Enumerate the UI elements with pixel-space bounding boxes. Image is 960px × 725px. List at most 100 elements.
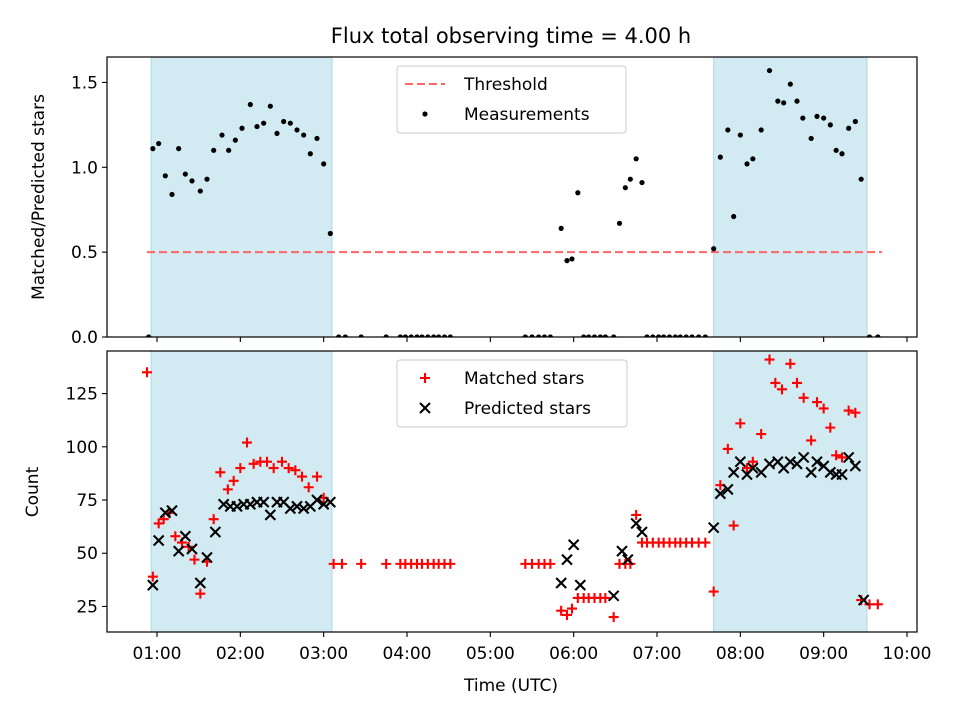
data-layer [146, 67, 882, 337]
measurements-point [766, 67, 773, 74]
measurements-point [219, 132, 225, 138]
predicted-stars-point [152, 534, 165, 547]
matched-stars-point [625, 558, 636, 569]
bottom-y-axis-label: Count [23, 466, 43, 517]
matched-stars-point [277, 456, 287, 467]
y-tick-label: 50 [76, 544, 98, 564]
measurements-point [541, 334, 548, 337]
measurements-point [672, 334, 678, 337]
measurements-point [639, 179, 645, 186]
measurements-point [342, 334, 348, 337]
measurements-point [197, 188, 203, 194]
measurements-point [281, 118, 287, 125]
measurements-point [441, 334, 448, 337]
measurements-point [858, 176, 864, 182]
measurements-point [827, 122, 833, 128]
matched-stars-point [777, 384, 787, 395]
x-tick-label: 10:00 [883, 644, 932, 664]
measurements-point [321, 161, 327, 167]
predicted-stars-point [567, 538, 580, 551]
matched-stars-point [208, 514, 219, 525]
measurements-point [611, 334, 617, 337]
observing-window-shade [713, 57, 867, 337]
predicted-stars-point [763, 458, 776, 470]
measurements-point [189, 178, 195, 184]
measurements-point [627, 176, 633, 182]
measurements-point [150, 146, 156, 152]
matched-stars-point [735, 418, 746, 429]
measurements-point [616, 220, 623, 226]
predicted-stars-point [209, 526, 222, 538]
y-tick-label: 1.0 [71, 158, 98, 178]
matched-stars-point [600, 592, 611, 603]
measurements-point [294, 127, 300, 133]
predicted-stars-point [714, 487, 727, 500]
matched-stars-point [818, 403, 829, 414]
x-tick-label: 07:00 [633, 644, 682, 664]
legend-matched-stars-swatch [420, 373, 430, 383]
legend: Matched stars Predicted stars [396, 359, 628, 428]
predicted-stars-point [179, 530, 192, 542]
matched-stars-point [195, 588, 206, 599]
chart-title: Flux total observing time = 4.00 h [331, 24, 691, 48]
matched-stars-point [837, 452, 847, 463]
matched-stars-point [756, 429, 767, 440]
measurements-point [602, 334, 608, 337]
measurements-point [254, 123, 260, 130]
matched-stars-point [792, 377, 802, 388]
observing-window-shade [713, 351, 867, 632]
measurements-point [731, 213, 737, 220]
predicted-stars-point [317, 498, 330, 511]
measurements-point [787, 81, 793, 87]
matched-stars-point [728, 520, 739, 531]
observing-window-shade [151, 57, 332, 337]
measurements-point [581, 334, 587, 337]
matched-stars-point [356, 558, 367, 569]
y-tick-label: 0.5 [71, 243, 98, 263]
x-tick-label: 06:00 [549, 644, 598, 664]
matched-stars-point [170, 531, 181, 542]
matched-stars-point [631, 509, 642, 520]
matched-stars-point [189, 554, 200, 565]
predicted-stars-point [555, 577, 567, 589]
y-tick-label: 1.5 [71, 73, 98, 93]
count-panel: 25 50 75 100 125 01:00 02:00 03:00 04:00 05:00 06:… [66, 350, 932, 664]
matched-stars-point [764, 354, 775, 365]
x-axis-label: Time (UTC) [463, 676, 558, 696]
measurements-point [744, 161, 750, 167]
x-tick-label: 08:00 [716, 644, 765, 664]
y-tick-label: 75 [76, 491, 98, 511]
measurements-point [717, 154, 723, 160]
measurements-point [267, 103, 273, 109]
predicted-stars-point [244, 498, 257, 511]
measurements-point [146, 334, 152, 337]
data-layer [142, 354, 883, 623]
predicted-stars-point [727, 466, 740, 479]
legend-box [396, 359, 628, 428]
matched-stars-point [812, 397, 822, 408]
measurements-point [247, 101, 253, 108]
measurements-point [866, 334, 873, 337]
measurements-point [677, 334, 683, 337]
matched-stars-point [785, 358, 796, 369]
predicted-stars-point [217, 498, 230, 511]
measurements-point [547, 334, 553, 337]
y-tick-label: 100 [66, 438, 98, 458]
measurements-point [666, 334, 673, 337]
matched-stars-point [215, 467, 226, 478]
measurements-point [622, 185, 628, 191]
predicted-stars-point [201, 551, 213, 564]
predicted-stars-point [755, 466, 767, 479]
predicted-stars-point [622, 553, 634, 566]
predicted-stars-point [842, 451, 855, 464]
measurements-point [575, 190, 581, 196]
measurements-point [204, 176, 210, 182]
measurements-point [833, 147, 839, 153]
matched-stars-point [843, 405, 854, 416]
measurements-point [808, 135, 814, 142]
measurements-point [358, 334, 364, 337]
predicted-stars-point [297, 502, 310, 515]
measurements-point [274, 130, 280, 136]
measurements-point [402, 334, 408, 337]
